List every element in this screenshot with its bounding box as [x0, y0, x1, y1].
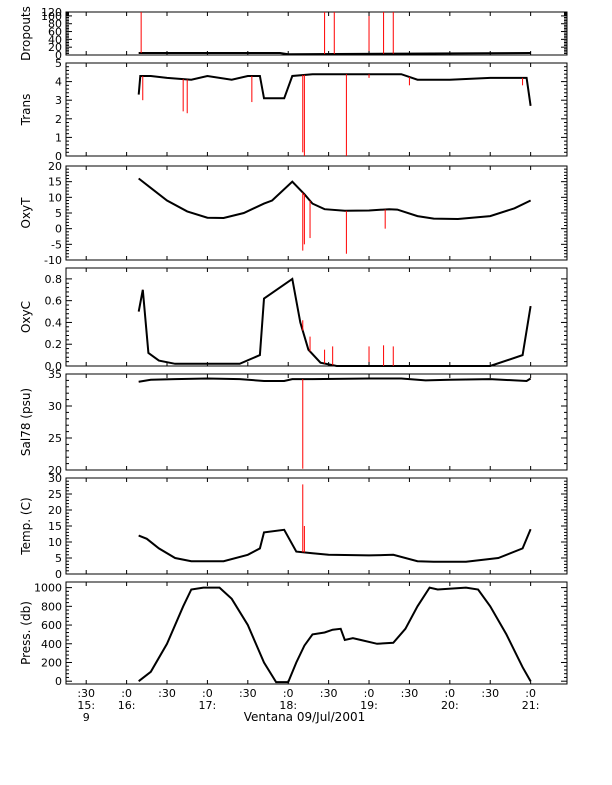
- y-tick-label: 35: [48, 368, 62, 381]
- y-tick-label: 1: [55, 131, 62, 144]
- x-tick-label: 16:: [118, 699, 136, 712]
- x-tick-label: 15:: [77, 699, 95, 712]
- series-line: [138, 177, 532, 221]
- series-line: [138, 528, 532, 563]
- x-tick-label: :0: [525, 687, 536, 700]
- x-tick-label: :0: [283, 687, 294, 700]
- chart-panels: 020406080100120Dropouts012345Trans-10-50…: [19, 6, 568, 688]
- y-tick-label: 0.6: [45, 295, 63, 308]
- y-tick-label: -10: [44, 254, 62, 267]
- x-tick-label: 18:: [279, 699, 297, 712]
- y-tick-label: 25: [48, 488, 62, 501]
- x-tick-label: :30: [320, 687, 338, 700]
- y-tick-label: 2: [55, 113, 62, 126]
- y-tick-label: 3: [55, 94, 62, 107]
- x-tick-label: :30: [158, 687, 176, 700]
- y-tick-label: 30: [48, 400, 62, 413]
- y-axis-title: Temp. (C): [19, 497, 33, 555]
- y-axis-title: Trans: [19, 94, 33, 127]
- panel-1: 0 1 2 3 4 5 Trans: [19, 57, 568, 163]
- y-axis-title: Dropouts: [19, 6, 33, 61]
- y-tick-label: 120: [41, 6, 62, 19]
- x-axis: :3015:9:016::30:017::30:018::30:019::30:…: [77, 687, 539, 724]
- y-tick-label: -5: [51, 238, 62, 251]
- x-tick-label: :0: [444, 687, 455, 700]
- series-line: [137, 277, 532, 367]
- y-tick-label: 5: [55, 57, 62, 70]
- panel-frame: [65, 373, 568, 471]
- y-tick-label: 200: [41, 656, 62, 669]
- panel-frame: [65, 62, 568, 157]
- series-raw-line: [138, 587, 532, 683]
- x-tick-label: :0: [364, 687, 375, 700]
- y-axis-title: OxyT: [19, 197, 33, 229]
- panel-3: 0.0 0.2 0.4 0.6 0.8 OxyC: [19, 267, 568, 373]
- y-tick-label: 30: [48, 472, 62, 485]
- y-tick-label: 0.0: [45, 360, 63, 373]
- series-raw-line: [138, 178, 531, 220]
- y-tick-label: 25: [48, 432, 62, 445]
- y-tick-label: 0.4: [45, 316, 63, 329]
- y-tick-label: 1000: [34, 582, 62, 595]
- y-tick-label: 60: [48, 26, 62, 39]
- x-tick-label: 17:: [199, 699, 217, 712]
- y-tick-label: 0: [55, 223, 62, 236]
- series-line: [138, 377, 532, 383]
- y-tick-label: 15: [48, 520, 62, 533]
- y-tick-label: 0: [55, 675, 62, 688]
- panel-5: 0 5 10 15 20 25 30 Temp. (C): [19, 472, 568, 581]
- y-tick-label: 400: [41, 638, 62, 651]
- y-tick-label: 0: [55, 49, 62, 62]
- panel-4: 20 25 30 35 Sal78 (psu): [19, 368, 568, 477]
- y-tick-label: 100: [41, 10, 62, 23]
- series-line: [138, 586, 532, 684]
- x-tick-label: 9: [83, 711, 90, 724]
- y-axis-title: Press. (db): [19, 601, 33, 665]
- x-tick-label: :30: [77, 687, 95, 700]
- y-tick-label: 20: [48, 464, 62, 477]
- y-axis-title: OxyC: [19, 301, 33, 333]
- y-tick-label: 80: [48, 18, 62, 31]
- y-tick-label: 600: [41, 619, 62, 632]
- y-tick-label: 20: [48, 160, 62, 173]
- y-tick-label: 0: [55, 568, 62, 581]
- panel-frame: [65, 267, 568, 367]
- series-raw-line: [138, 529, 532, 563]
- x-tick-label: 21:: [522, 699, 540, 712]
- y-tick-label: 20: [48, 41, 62, 54]
- x-tick-label: :0: [121, 687, 132, 700]
- y-tick-label: 5: [55, 207, 62, 220]
- x-tick-label: 20:: [441, 699, 459, 712]
- x-tick-label: :30: [239, 687, 257, 700]
- x-tick-label: 19:: [360, 699, 378, 712]
- x-axis-title: Ventana 09/Jul/2001: [244, 710, 365, 724]
- x-tick-label: :30: [481, 687, 499, 700]
- y-tick-label: 10: [48, 536, 62, 549]
- y-axis-title: Sal78 (psu): [19, 388, 33, 456]
- y-tick-label: 5: [55, 552, 62, 565]
- x-tick-label: :0: [202, 687, 213, 700]
- y-tick-label: 0: [55, 150, 62, 163]
- series-raw-line: [138, 278, 532, 367]
- y-tick-label: 20: [48, 504, 62, 517]
- panel-2: -10 -5 0 5 10 15 20 OxyT: [19, 160, 568, 267]
- y-tick-label: 800: [41, 600, 62, 613]
- y-tick-label: 40: [48, 33, 62, 46]
- y-tick-label: 0.8: [45, 273, 63, 286]
- x-tick-label: :30: [401, 687, 419, 700]
- y-tick-label: 4: [55, 76, 62, 89]
- y-tick-label: 10: [48, 191, 62, 204]
- y-tick-label: 0.2: [45, 338, 63, 351]
- y-tick-label: 15: [48, 176, 62, 189]
- series-line: [137, 73, 532, 106]
